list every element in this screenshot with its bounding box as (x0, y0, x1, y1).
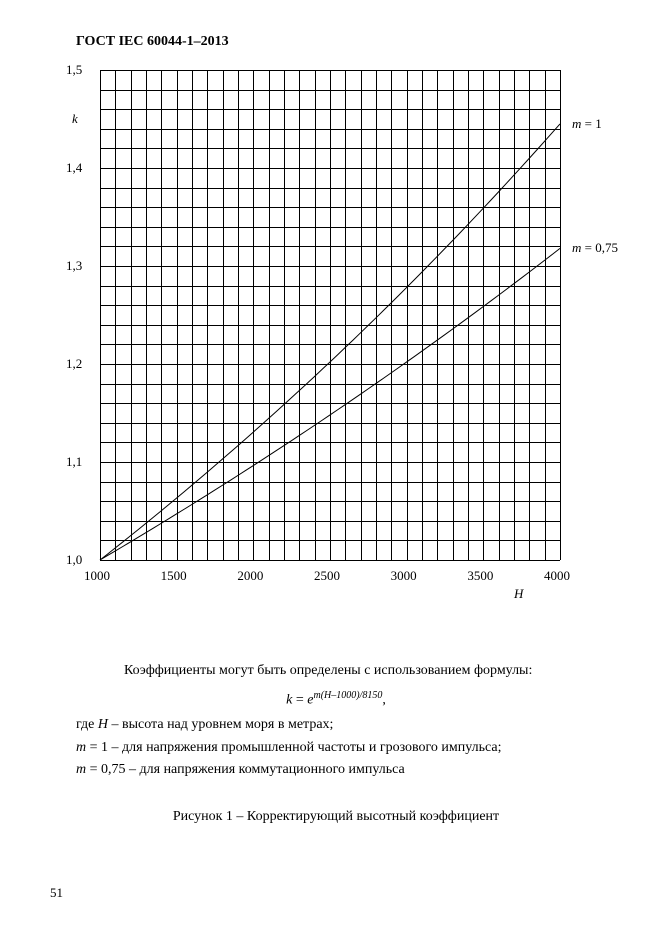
y-tick-label: 1,3 (66, 258, 82, 274)
series-m1 (100, 124, 560, 560)
y-tick-label: 1,5 (66, 62, 82, 78)
figure-caption: Рисунок 1 – Корректирующий высотный коэф… (76, 806, 596, 828)
x-tick-label: 4000 (544, 568, 570, 584)
line-m075: m = 0,75 – для напряжения коммутационног… (76, 759, 596, 781)
formula: k = em(H–1000)/8150, (76, 688, 596, 712)
x-tick-label: 3000 (391, 568, 417, 584)
page-number: 51 (50, 885, 63, 901)
x-tick-label: 1500 (161, 568, 187, 584)
x-tick-label: 2000 (237, 568, 263, 584)
series-label-m075: m = 0,75 (572, 240, 618, 256)
line-H: где H – высота над уровнем моря в метрах… (76, 714, 596, 736)
x-tick-label: 3500 (467, 568, 493, 584)
y-axis-label: k (72, 111, 78, 127)
line-m1: m = 1 – для напряжения промышленной част… (76, 737, 596, 759)
y-tick-label: 1,2 (66, 356, 82, 372)
x-tick-label: 2500 (314, 568, 340, 584)
text-block: Коэффициенты могут быть определены с исп… (76, 660, 596, 828)
altitude-chart: 1,0 1,1 1,2 1,3 1,4 1,5 k 1000 1500 2000 2500 3000 3… (30, 60, 630, 620)
x-tick-label: 1000 (84, 568, 110, 584)
doc-header: ГОСТ IEC 60044-1–2013 (76, 34, 229, 50)
series-m075 (100, 248, 560, 560)
x-axis-label: H (514, 586, 523, 602)
y-tick-label: 1,1 (66, 454, 82, 470)
chart-curves (30, 60, 630, 620)
series-label-m1: m = 1 (572, 116, 602, 132)
y-tick-label: 1,0 (66, 552, 82, 568)
y-tick-label: 1,4 (66, 160, 82, 176)
intro-text: Коэффициенты могут быть определены с исп… (76, 660, 596, 682)
